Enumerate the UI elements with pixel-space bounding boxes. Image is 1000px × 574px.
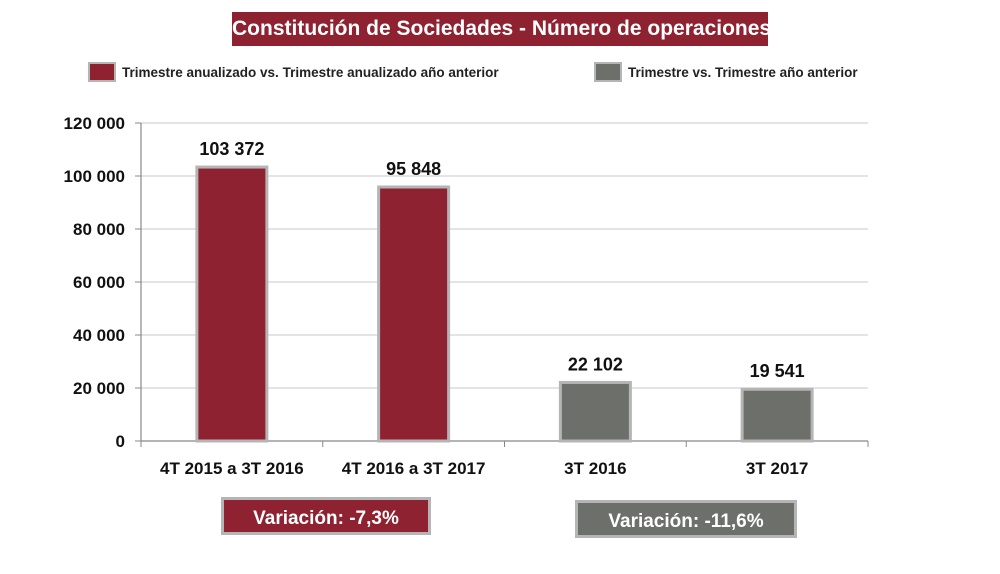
variation-quarter: Variación: -11,6% xyxy=(575,500,797,538)
data-label: 22 102 xyxy=(568,354,623,374)
data-label: 19 541 xyxy=(750,361,805,381)
y-tick-label: 100 000 xyxy=(64,167,125,186)
x-tick-label: 3T 2017 xyxy=(746,459,808,478)
x-tick-label: 4T 2015 a 3T 2016 xyxy=(160,459,304,478)
bar xyxy=(195,165,269,443)
bar xyxy=(377,185,451,443)
x-tick-label: 3T 2016 xyxy=(564,459,626,478)
y-tick-label: 60 000 xyxy=(73,273,125,292)
legend-label-annualized: Trimestre anualizado vs. Trimestre anual… xyxy=(122,64,499,80)
legend-swatch-gray xyxy=(594,62,622,82)
bar xyxy=(740,387,814,443)
x-tick-label: 4T 2016 a 3T 2017 xyxy=(342,459,486,478)
legend-item-quarter: Trimestre vs. Trimestre año anterior xyxy=(594,61,858,83)
variation-annualized: Variación: -7,3% xyxy=(221,497,431,535)
bar xyxy=(558,380,632,443)
legend-swatch-red xyxy=(88,62,116,82)
y-tick-label: 80 000 xyxy=(73,220,125,239)
y-tick-label: 120 000 xyxy=(64,114,125,133)
data-label: 95 848 xyxy=(386,159,441,179)
data-label: 103 372 xyxy=(199,139,264,159)
legend-item-annualized: Trimestre anualizado vs. Trimestre anual… xyxy=(88,61,499,83)
legend-label-quarter: Trimestre vs. Trimestre año anterior xyxy=(628,64,858,80)
y-tick-label: 0 xyxy=(116,432,125,451)
chart-title: Constitución de Sociedades - Número de o… xyxy=(232,12,771,46)
y-tick-label: 40 000 xyxy=(73,326,125,345)
y-tick-label: 20 000 xyxy=(73,379,125,398)
